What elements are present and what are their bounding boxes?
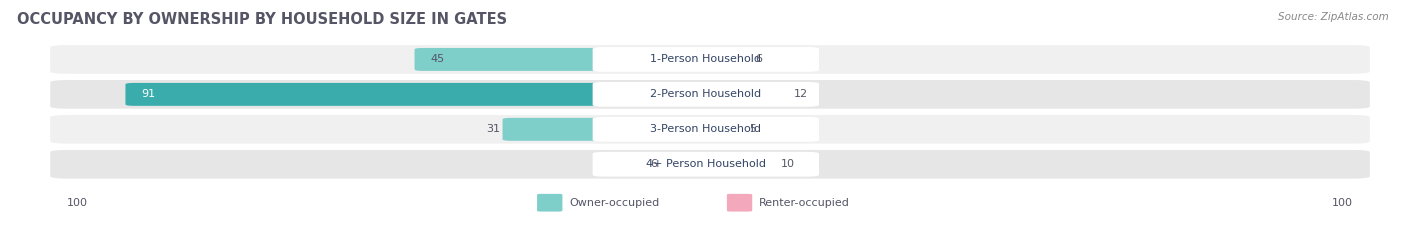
FancyBboxPatch shape — [697, 118, 747, 141]
FancyBboxPatch shape — [593, 82, 818, 107]
Text: 5: 5 — [749, 124, 756, 134]
FancyBboxPatch shape — [727, 194, 752, 212]
FancyBboxPatch shape — [125, 83, 714, 106]
Text: 6: 6 — [755, 55, 762, 64]
FancyBboxPatch shape — [697, 48, 752, 71]
FancyBboxPatch shape — [49, 44, 1371, 75]
FancyBboxPatch shape — [593, 152, 818, 177]
FancyBboxPatch shape — [537, 194, 562, 212]
FancyBboxPatch shape — [49, 149, 1371, 180]
FancyBboxPatch shape — [593, 117, 818, 142]
Text: 6: 6 — [650, 159, 657, 169]
Text: 100: 100 — [67, 198, 87, 208]
Text: 100: 100 — [1333, 198, 1353, 208]
FancyBboxPatch shape — [697, 83, 790, 106]
FancyBboxPatch shape — [502, 118, 714, 141]
Text: 4+ Person Household: 4+ Person Household — [645, 159, 766, 169]
Text: 2-Person Household: 2-Person Household — [650, 89, 762, 99]
Text: OCCUPANCY BY OWNERSHIP BY HOUSEHOLD SIZE IN GATES: OCCUPANCY BY OWNERSHIP BY HOUSEHOLD SIZE… — [17, 12, 508, 27]
Text: 31: 31 — [485, 124, 499, 134]
FancyBboxPatch shape — [415, 48, 714, 71]
Text: 10: 10 — [780, 159, 794, 169]
Text: Owner-occupied: Owner-occupied — [569, 198, 659, 208]
Text: 91: 91 — [141, 89, 155, 99]
Text: 1-Person Household: 1-Person Household — [651, 55, 761, 64]
FancyBboxPatch shape — [49, 79, 1371, 110]
Text: 3-Person Household: 3-Person Household — [651, 124, 761, 134]
FancyBboxPatch shape — [593, 47, 818, 72]
Text: 12: 12 — [793, 89, 807, 99]
FancyBboxPatch shape — [659, 153, 714, 176]
Text: Source: ZipAtlas.com: Source: ZipAtlas.com — [1278, 12, 1389, 22]
FancyBboxPatch shape — [697, 153, 778, 176]
FancyBboxPatch shape — [49, 114, 1371, 145]
Text: 45: 45 — [430, 55, 444, 64]
Text: Renter-occupied: Renter-occupied — [759, 198, 851, 208]
